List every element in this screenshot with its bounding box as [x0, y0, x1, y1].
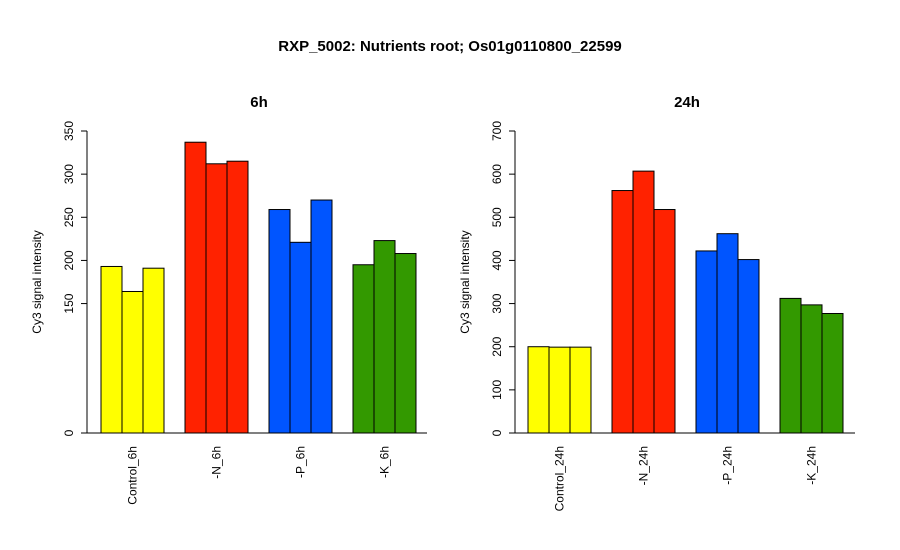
panel-2-y-tick-label: 200: [490, 336, 504, 356]
panel-1-title: 6h: [250, 94, 268, 111]
panel-1-category-label: -N_6h: [210, 446, 224, 479]
panel-1-bar-4-3: [394, 253, 417, 434]
panel-2-y-axis-label: Cy3 signal intensity: [458, 230, 472, 333]
panel-1-category-label: Control_6h: [126, 446, 140, 505]
panel-1-bar-2-3: [226, 160, 249, 434]
panel-2-y-tick-label: 600: [490, 164, 504, 184]
panel-2-category-label: Control_24h: [553, 446, 567, 511]
panel-1-bar-3-2: [289, 241, 312, 434]
panel-1-y-tick-label: 250: [62, 207, 76, 227]
panel-2-y-tick-label: 700: [490, 121, 504, 141]
panel-2-bar-4-1: [779, 297, 802, 434]
panel-2-bar-1-1: [527, 346, 550, 434]
panel-2-bar-2-2: [632, 170, 655, 434]
panel-1-bar-3-3: [310, 199, 333, 434]
panel-1-y-tick-label: 200: [62, 250, 76, 270]
panel-1-bar-1-2: [121, 290, 144, 434]
panel-2-bar-2-1: [611, 190, 634, 434]
panel-2-y-tick-label: 400: [490, 250, 504, 270]
panel-2-title: 24h: [674, 94, 700, 111]
panel-2-y-tick-label: 0: [490, 429, 504, 436]
panel-1-y-axis-label: Cy3 signal intensity: [30, 230, 44, 333]
panel-1-y-tick-label: 150: [62, 293, 76, 313]
panel-1-y-tick-label: 300: [62, 164, 76, 184]
chart-title: RXP_5002: Nutrients root; Os01g0110800_2…: [278, 38, 622, 55]
panel-1-y-tick-label: 350: [62, 121, 76, 141]
panel-2-bar-3-1: [695, 250, 718, 434]
panel-1-bar-2-1: [184, 141, 207, 434]
panel-2-bar-1-3: [569, 346, 592, 434]
panel-2-bar-3-3: [737, 259, 760, 434]
panel-2-y-tick-label: 300: [490, 293, 504, 313]
panel-1-category-label: -P_6h: [294, 446, 308, 478]
panel-2-bar-4-3: [821, 312, 844, 434]
panel-2-y-tick-label: 100: [490, 380, 504, 400]
panel-2-y-tick-label: 500: [490, 207, 504, 227]
panel-2-category-label: -K_24h: [805, 446, 819, 485]
panel-1-y-tick-label: 0: [62, 429, 76, 436]
panel-1-bar-4-1: [352, 264, 375, 434]
panel-2-category-label: -N_24h: [637, 446, 651, 485]
panel-1-bar-2-2: [205, 163, 228, 434]
panel-2-bar-3-2: [716, 233, 739, 434]
panel-2-bar-2-3: [653, 209, 676, 434]
panel-1-bar-3-1: [268, 209, 291, 434]
panel-1-bar-1-3: [142, 267, 165, 434]
panel-2-category-label: -P_24h: [721, 446, 735, 485]
panel-2-bar-4-2: [800, 304, 823, 434]
panel-1-bar-1-1: [100, 265, 123, 434]
panel-2-bar-1-2: [548, 346, 571, 434]
panel-1-bar-4-2: [373, 240, 396, 434]
panel-1-category-label: -K_6h: [378, 446, 392, 478]
